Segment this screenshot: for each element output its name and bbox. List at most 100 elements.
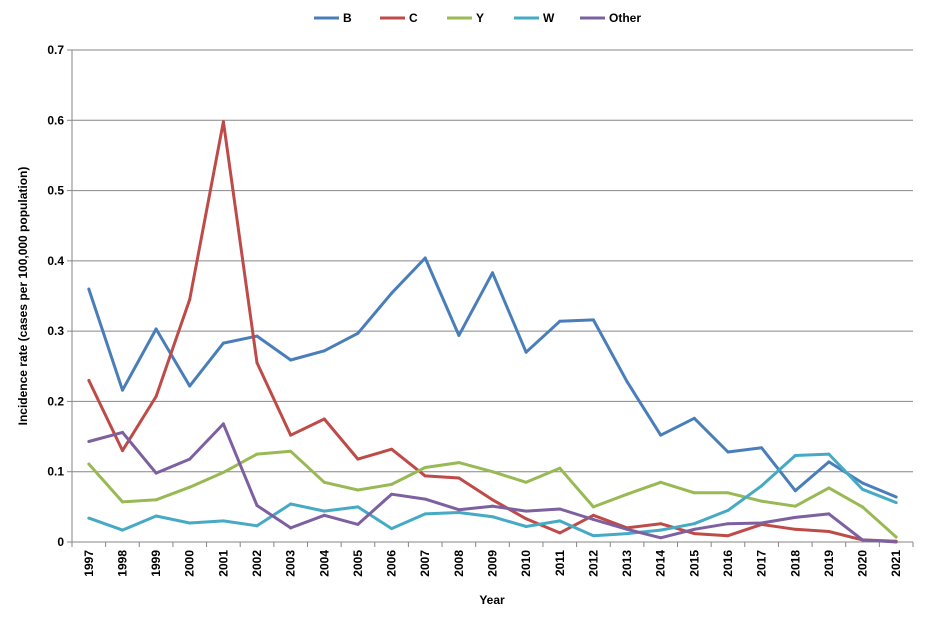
data-point-w	[659, 528, 663, 532]
data-point-w	[793, 454, 797, 458]
y-axis-ticks: 0 0.1 0.2 0.3 0.4 0.5 0.6 0.7	[47, 43, 72, 549]
x-tick-label: 2016	[721, 550, 735, 577]
data-point-other	[524, 509, 528, 513]
data-point-other	[188, 457, 192, 461]
data-point-y	[692, 491, 696, 495]
data-point-y	[861, 505, 865, 509]
data-point-y	[188, 485, 192, 489]
data-point-b	[793, 489, 797, 493]
data-point-w	[390, 527, 394, 531]
data-point-y	[558, 466, 562, 470]
data-point-w	[221, 519, 225, 523]
data-point-y	[827, 486, 831, 490]
x-tick-label: 2018	[788, 550, 802, 577]
data-point-other	[861, 538, 865, 542]
data-point-b	[861, 481, 865, 485]
data-point-y	[760, 499, 764, 503]
data-point-y	[289, 449, 293, 453]
data-point-b	[87, 287, 91, 291]
y-tick-label: 0.3	[47, 324, 64, 338]
x-tick-label: 2014	[654, 550, 668, 577]
x-tick-label: 2020	[856, 550, 870, 577]
data-point-b	[221, 341, 225, 345]
y-tick-label: 0.6	[47, 113, 64, 127]
data-point-b	[423, 256, 427, 260]
data-point-w	[154, 514, 158, 518]
data-point-y	[894, 535, 898, 539]
data-point-w	[625, 532, 629, 536]
data-point-w	[491, 515, 494, 519]
data-point-y	[154, 498, 158, 502]
x-tick-label: 2019	[822, 550, 836, 577]
data-point-w	[457, 510, 461, 514]
y-tick-label: 0.1	[47, 465, 64, 479]
y-tick-label: 0.5	[47, 184, 64, 198]
data-point-b	[524, 350, 528, 354]
data-point-b	[390, 291, 394, 295]
data-point-c	[726, 534, 730, 538]
data-point-w	[861, 487, 865, 491]
legend-label: Y	[476, 11, 484, 25]
data-point-c	[491, 498, 494, 502]
data-point-b	[120, 388, 124, 392]
data-point-c	[390, 447, 394, 451]
data-point-c	[558, 531, 562, 535]
x-tick-label: 1997	[82, 550, 96, 577]
x-axis-title: Year	[479, 593, 505, 607]
data-point-c	[87, 378, 91, 382]
x-tick-label: 2006	[385, 550, 399, 577]
data-point-w	[591, 534, 595, 538]
data-point-c	[255, 361, 259, 365]
data-point-y	[221, 470, 225, 474]
x-tick-label: 2008	[452, 550, 466, 577]
data-point-b	[356, 331, 360, 335]
data-point-other	[760, 521, 764, 525]
data-point-other	[726, 522, 730, 526]
data-point-c	[188, 298, 192, 302]
data-point-c	[827, 529, 831, 533]
y-tick-label: 0	[57, 535, 64, 549]
data-point-b	[827, 460, 831, 464]
data-point-y	[591, 505, 595, 509]
data-point-c	[322, 417, 326, 421]
x-tick-label: 2012	[586, 550, 600, 577]
x-tick-label: 2005	[351, 550, 365, 577]
data-point-c	[423, 474, 427, 478]
data-point-w	[558, 519, 562, 523]
data-point-other	[322, 513, 326, 517]
x-axis-ticks: 1997 1998 1999 2000 2001 2002 2003 2004 2005 2006…	[71, 542, 914, 577]
legend-label: Other	[609, 11, 641, 25]
data-point-other	[390, 492, 394, 496]
data-point-b	[289, 358, 293, 362]
data-point-y	[356, 488, 360, 492]
data-point-w	[524, 525, 528, 529]
data-point-other	[221, 422, 225, 426]
data-point-y	[726, 491, 730, 495]
data-point-other	[692, 527, 696, 531]
x-tick-label: 2017	[755, 550, 769, 577]
data-point-other	[120, 430, 124, 434]
data-point-other	[356, 522, 360, 526]
x-tick-label: 2010	[519, 550, 533, 577]
data-point-w	[289, 502, 293, 506]
x-tick-label: 2004	[317, 550, 331, 577]
data-point-y	[322, 480, 326, 484]
data-point-other	[423, 497, 427, 501]
data-point-w	[87, 516, 91, 520]
data-point-w	[692, 522, 696, 526]
x-tick-label: 1998	[115, 550, 129, 577]
series-lines	[87, 120, 898, 544]
data-point-c	[289, 433, 293, 437]
data-point-c	[457, 476, 461, 480]
data-point-other	[793, 515, 797, 519]
data-point-other	[591, 518, 595, 522]
data-point-b	[692, 416, 696, 420]
data-point-b	[760, 446, 764, 450]
data-point-b	[322, 349, 326, 353]
data-point-other	[87, 439, 91, 443]
data-point-other	[625, 527, 629, 531]
data-point-y	[491, 470, 494, 474]
series-line-other	[88, 422, 897, 544]
data-point-w	[322, 509, 326, 513]
